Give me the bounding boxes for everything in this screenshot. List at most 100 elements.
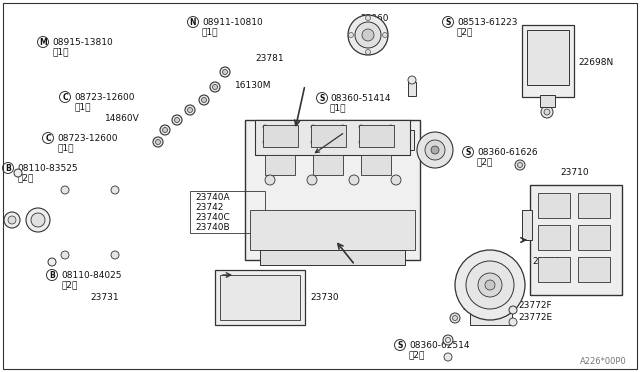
Text: 16130M: 16130M bbox=[235, 80, 271, 90]
Circle shape bbox=[515, 160, 525, 170]
Circle shape bbox=[111, 186, 119, 194]
Text: 08915-13810: 08915-13810 bbox=[52, 38, 113, 46]
Circle shape bbox=[359, 125, 363, 129]
Text: N: N bbox=[189, 17, 196, 26]
Circle shape bbox=[444, 353, 452, 361]
Text: 24211E: 24211E bbox=[325, 135, 359, 144]
Text: S: S bbox=[397, 340, 403, 350]
Circle shape bbox=[450, 313, 460, 323]
Text: 〈2〉: 〈2〉 bbox=[61, 280, 77, 289]
Circle shape bbox=[466, 261, 514, 309]
Bar bbox=[361, 155, 391, 175]
Circle shape bbox=[349, 32, 353, 38]
Text: 08723-12600: 08723-12600 bbox=[57, 134, 118, 142]
Circle shape bbox=[263, 125, 267, 129]
Text: 08110-84025: 08110-84025 bbox=[61, 270, 122, 279]
Text: 〈1〉: 〈1〉 bbox=[52, 48, 68, 57]
Text: B: B bbox=[49, 270, 55, 279]
Bar bbox=[578, 257, 610, 282]
Text: 23740A: 23740A bbox=[195, 192, 230, 202]
Circle shape bbox=[355, 22, 381, 48]
Circle shape bbox=[265, 175, 275, 185]
Text: 08110-83525: 08110-83525 bbox=[17, 164, 77, 173]
Circle shape bbox=[341, 125, 345, 129]
Text: 23772F: 23772F bbox=[518, 301, 552, 311]
Circle shape bbox=[293, 125, 297, 129]
Bar bbox=[190, 191, 265, 233]
Circle shape bbox=[210, 82, 220, 92]
Text: 08360-61626: 08360-61626 bbox=[477, 148, 538, 157]
Text: 〈2〉: 〈2〉 bbox=[409, 350, 426, 359]
Circle shape bbox=[443, 335, 453, 345]
Text: 〈2〉: 〈2〉 bbox=[477, 157, 493, 167]
Circle shape bbox=[425, 140, 445, 160]
Bar bbox=[220, 275, 300, 320]
Circle shape bbox=[544, 109, 550, 115]
Circle shape bbox=[311, 125, 315, 129]
Circle shape bbox=[220, 67, 230, 77]
Circle shape bbox=[389, 140, 393, 144]
Text: 23730: 23730 bbox=[310, 294, 339, 302]
Bar bbox=[250, 210, 415, 250]
Text: 23710: 23710 bbox=[560, 167, 589, 176]
Circle shape bbox=[61, 251, 69, 259]
Text: 〈2〉: 〈2〉 bbox=[457, 28, 474, 36]
Text: 08360-62514: 08360-62514 bbox=[409, 340, 470, 350]
Circle shape bbox=[359, 140, 363, 144]
Circle shape bbox=[509, 318, 517, 326]
Bar bbox=[408, 82, 416, 96]
Text: 〈1〉: 〈1〉 bbox=[330, 103, 346, 112]
Bar bbox=[540, 95, 555, 107]
Text: 〈1〉: 〈1〉 bbox=[74, 103, 90, 112]
Circle shape bbox=[455, 250, 525, 320]
Bar bbox=[359, 125, 394, 147]
Circle shape bbox=[4, 212, 20, 228]
Circle shape bbox=[160, 125, 170, 135]
Circle shape bbox=[509, 306, 517, 314]
Circle shape bbox=[212, 84, 218, 90]
Bar bbox=[527, 30, 569, 85]
Text: 22698N: 22698N bbox=[578, 58, 613, 67]
Text: 23740B: 23740B bbox=[195, 222, 230, 231]
Bar bbox=[470, 310, 512, 325]
Text: 08513-61223: 08513-61223 bbox=[457, 17, 518, 26]
Text: C: C bbox=[45, 134, 51, 142]
Circle shape bbox=[26, 208, 50, 232]
Text: 23731: 23731 bbox=[90, 294, 118, 302]
Text: 〈1〉: 〈1〉 bbox=[202, 28, 218, 36]
Circle shape bbox=[175, 118, 179, 122]
Bar bbox=[313, 155, 343, 175]
Bar bbox=[260, 250, 405, 265]
Text: S: S bbox=[319, 93, 324, 103]
Circle shape bbox=[8, 216, 16, 224]
Circle shape bbox=[541, 106, 553, 118]
Text: 〈2〉: 〈2〉 bbox=[17, 173, 33, 183]
Bar bbox=[522, 25, 574, 97]
Circle shape bbox=[111, 251, 119, 259]
Text: M: M bbox=[39, 38, 47, 46]
Circle shape bbox=[383, 32, 387, 38]
Bar bbox=[215, 270, 305, 325]
Bar bbox=[265, 155, 295, 175]
Circle shape bbox=[341, 140, 345, 144]
Circle shape bbox=[293, 140, 297, 144]
Circle shape bbox=[417, 132, 453, 168]
Circle shape bbox=[478, 273, 502, 297]
Circle shape bbox=[408, 76, 416, 84]
Circle shape bbox=[431, 146, 439, 154]
Circle shape bbox=[14, 169, 22, 177]
Circle shape bbox=[365, 16, 371, 20]
Text: 08360-51414: 08360-51414 bbox=[330, 93, 390, 103]
Text: S: S bbox=[445, 17, 451, 26]
Circle shape bbox=[485, 280, 495, 290]
Circle shape bbox=[202, 97, 207, 103]
Circle shape bbox=[156, 140, 161, 144]
Bar bbox=[245, 120, 420, 260]
Circle shape bbox=[153, 137, 163, 147]
Bar bbox=[530, 185, 622, 295]
Text: 22060: 22060 bbox=[360, 13, 388, 22]
Text: 23771: 23771 bbox=[532, 257, 561, 266]
Circle shape bbox=[199, 95, 209, 105]
Bar bbox=[255, 120, 410, 155]
Text: 23772C: 23772C bbox=[462, 304, 497, 312]
